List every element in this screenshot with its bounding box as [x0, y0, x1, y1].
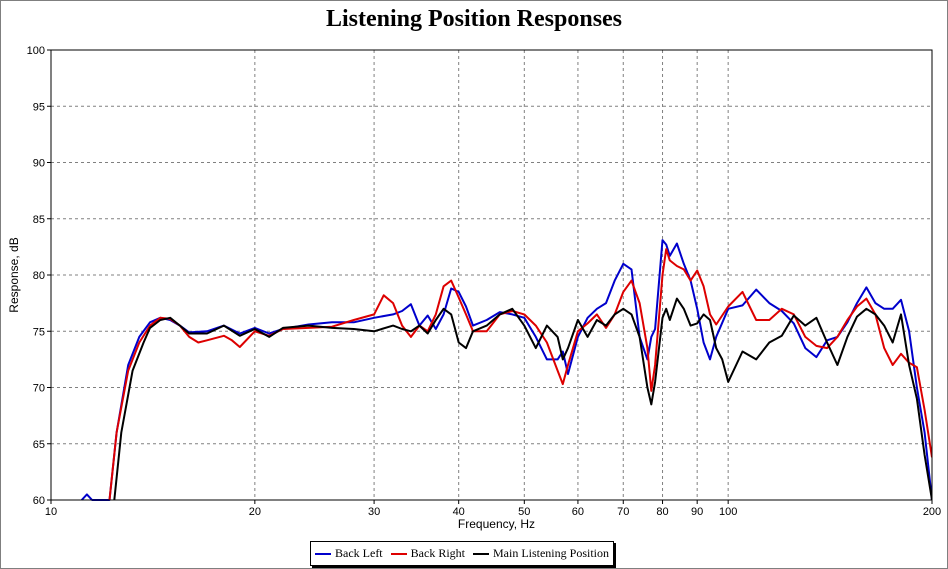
legend-swatch-back-right [390, 552, 407, 555]
y-tick-label-95: 95 [33, 101, 45, 113]
x-tick-label-50: 50 [518, 506, 530, 518]
legend-swatch-main-listening-position [472, 552, 489, 555]
series-line-back-right [108, 248, 932, 501]
x-tick-label-100: 100 [719, 506, 737, 518]
legend-label-back-right: Back Right [410, 546, 465, 560]
y-tick-label-65: 65 [33, 439, 45, 451]
y-tick-label-85: 85 [33, 214, 45, 226]
x-tick-label-70: 70 [617, 506, 629, 518]
y-axis-label: Response, dB [7, 237, 21, 312]
x-axis-label: Frequency, Hz [458, 517, 535, 531]
x-tick-label-20: 20 [249, 506, 261, 518]
series-line-back-left [80, 239, 932, 501]
chart-title: Listening Position Responses [325, 6, 623, 32]
x-tick-label-200: 200 [923, 506, 941, 518]
y-tick-label-60: 60 [33, 495, 45, 507]
y-tick-label-100: 100 [27, 45, 45, 57]
legend-label-main-listening-position: Main Listening Position [492, 546, 609, 560]
legend-item-back-right: Back Right [390, 546, 465, 561]
y-tick-label-90: 90 [33, 158, 45, 170]
x-tick-label-40: 40 [453, 506, 465, 518]
legend-item-back-left: Back Left [315, 546, 383, 561]
y-tick-label-80: 80 [33, 270, 45, 282]
x-tick-label-80: 80 [656, 506, 668, 518]
legend-label-back-left: Back Left [335, 546, 383, 560]
legend-item-main-listening-position: Main Listening Position [472, 546, 609, 561]
x-tick-label-60: 60 [572, 506, 584, 518]
y-tick-label-70: 70 [33, 383, 45, 395]
y-tick-label-75: 75 [33, 326, 45, 338]
x-tick-label-10: 10 [45, 506, 57, 518]
legend-swatch-back-left [315, 552, 331, 555]
x-tick-label-30: 30 [368, 506, 380, 518]
chart-legend: Back Left Back Right Main Listening Posi… [310, 541, 614, 566]
x-tick-label-90: 90 [691, 506, 703, 518]
series-line-main-listening-position [113, 297, 932, 501]
